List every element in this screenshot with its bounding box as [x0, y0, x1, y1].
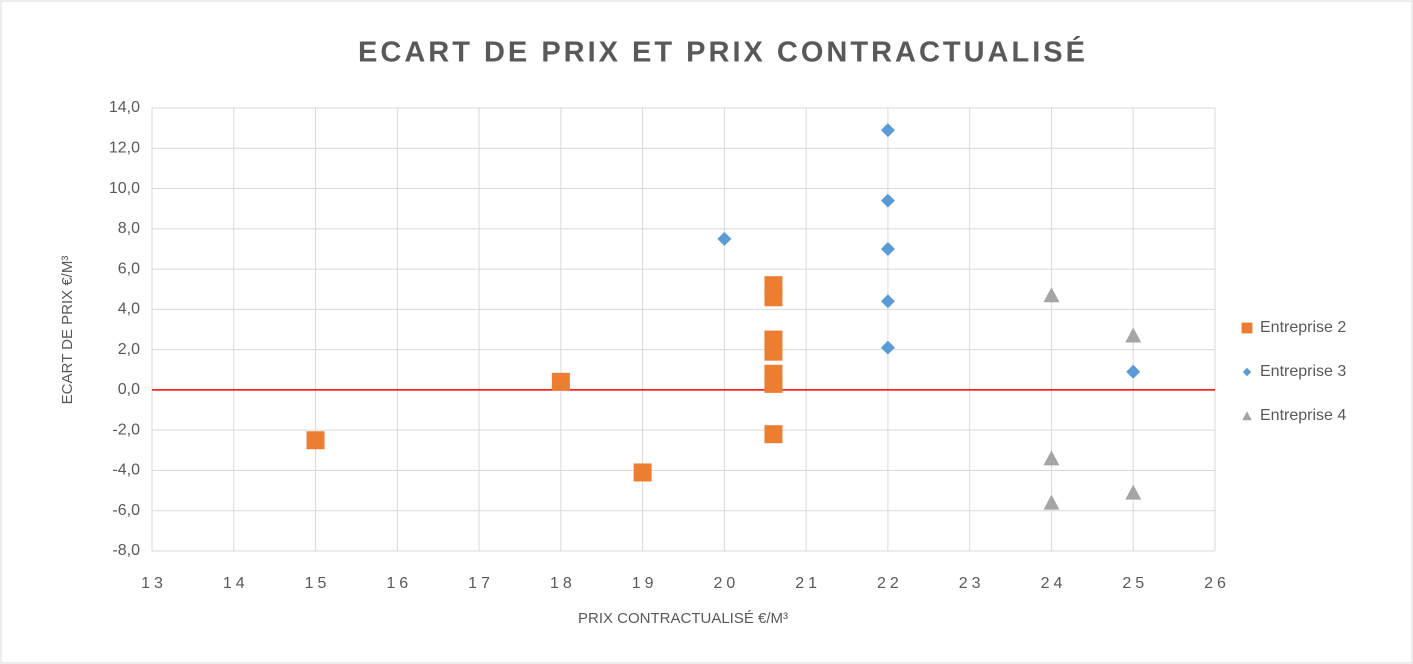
data-point	[764, 374, 783, 393]
y-tick-label: 10,0	[109, 180, 140, 197]
legend-marker	[1242, 411, 1252, 421]
legend-label: Entreprise 4	[1260, 407, 1346, 424]
data-point	[306, 431, 325, 450]
x-tick-label: 20	[713, 575, 739, 592]
y-tick-label: 12,0	[109, 139, 140, 156]
data-point	[1043, 450, 1060, 466]
x-axis-title: PRIX CONTRACTUALISÉ €/M³	[578, 610, 788, 627]
data-point	[1043, 494, 1060, 510]
data-point	[880, 241, 895, 256]
y-tick-label: 8,0	[118, 220, 140, 237]
x-tick-label: 24	[1041, 575, 1067, 592]
x-tick-label: 13	[141, 575, 167, 592]
x-tick-label: 22	[877, 575, 903, 592]
x-tick-label: 26	[1204, 575, 1230, 592]
y-tick-label: 4,0	[118, 301, 140, 318]
data-point	[551, 372, 570, 391]
data-point	[764, 425, 783, 444]
legend-label: Entreprise 3	[1260, 363, 1346, 380]
y-tick-label: -6,0	[112, 502, 140, 519]
y-tick-label: 14,0	[109, 99, 140, 116]
y-axis-title: ECART DE PRIX €/M³	[59, 256, 76, 405]
y-tick-label: -8,0	[112, 542, 140, 559]
x-tick-label: 18	[550, 575, 576, 592]
data-point	[764, 288, 783, 307]
y-tick-label: 6,0	[118, 260, 140, 277]
data-point	[1125, 327, 1142, 343]
data-point	[1125, 484, 1142, 500]
data-point	[717, 231, 732, 246]
y-tick-label: -4,0	[112, 462, 140, 479]
data-point	[880, 193, 895, 208]
legend-marker	[1241, 322, 1253, 334]
data-point	[633, 463, 652, 482]
y-tick-label: 2,0	[118, 341, 140, 358]
x-tick-label: 25	[1122, 575, 1148, 592]
data-point	[764, 342, 783, 361]
x-tick-label: 15	[305, 575, 331, 592]
y-tick-label: -2,0	[112, 421, 140, 438]
data-point	[1126, 364, 1141, 379]
legend-label: Entreprise 2	[1260, 319, 1346, 336]
x-tick-label: 16	[386, 575, 412, 592]
data-point	[880, 294, 895, 309]
data-point	[880, 123, 895, 138]
x-tick-label: 21	[795, 575, 821, 592]
chart-title: ECART DE PRIX ET PRIX CONTRACTUALISÉ	[358, 35, 1088, 69]
x-tick-label: 23	[959, 575, 985, 592]
x-tick-label: 17	[468, 575, 494, 592]
x-tick-label: 19	[632, 575, 658, 592]
data-point	[1043, 287, 1060, 303]
legend-marker	[1242, 367, 1252, 377]
data-point	[880, 340, 895, 355]
x-tick-label: 14	[223, 575, 249, 592]
y-tick-label: 0,0	[118, 381, 140, 398]
